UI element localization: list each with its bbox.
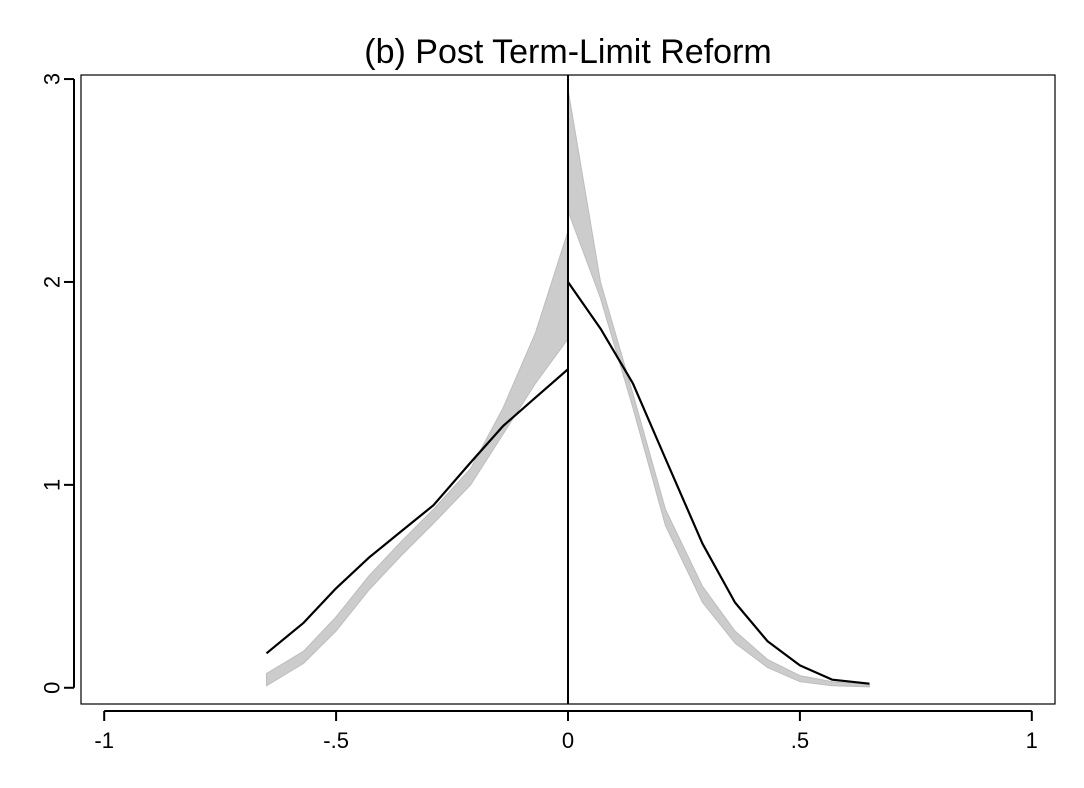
x-tick-label: -1 (94, 728, 114, 753)
y-tick-label: 3 (40, 73, 65, 85)
fit-lines (265, 281, 870, 685)
fit-line-left (265, 368, 569, 655)
confidence-band-right (567, 89, 870, 688)
x-tick-label: 1 (1026, 728, 1038, 753)
x-tick-label: -.5 (323, 728, 349, 753)
fit-line-right (567, 281, 870, 685)
y-tick-label: 2 (40, 276, 65, 288)
x-axis: -1 -.5 0 .5 1 (94, 710, 1038, 753)
x-tick-label: .5 (791, 728, 809, 753)
x-tick-label: 0 (562, 728, 574, 753)
chart-title: (b) Post Term-Limit Reform (364, 33, 771, 71)
y-tick-label: 0 (40, 682, 65, 694)
y-tick-label: 1 (40, 479, 65, 491)
y-axis: 0 1 2 3 (40, 73, 75, 694)
